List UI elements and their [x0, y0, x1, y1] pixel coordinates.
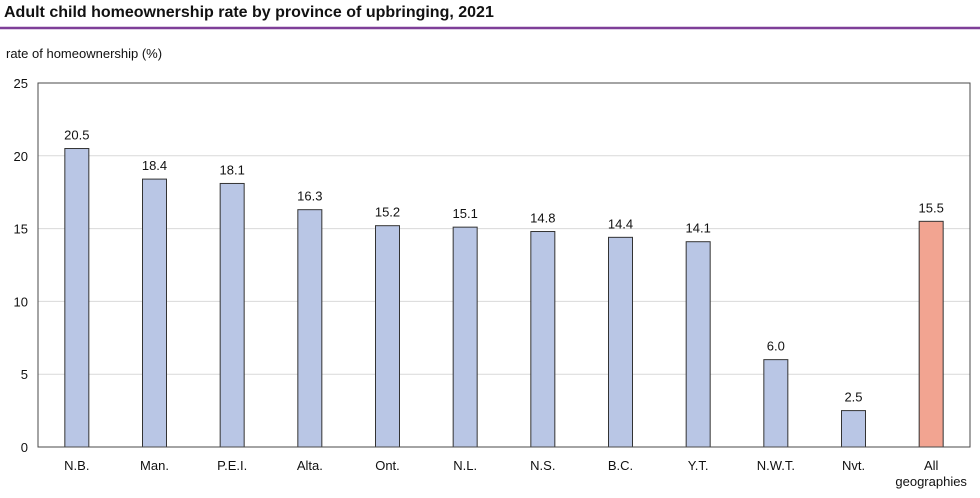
value-label: 6.0 [767, 339, 785, 354]
x-tick-label: Nvt. [842, 458, 865, 473]
y-tick-label: 15 [14, 222, 28, 237]
plot-frame [37, 82, 971, 448]
y-tick-label: 25 [14, 76, 28, 91]
x-tick-label: All geographies [895, 458, 967, 489]
bars [64, 148, 944, 448]
x-tick-label: N.S. [530, 458, 555, 473]
y-tick-label: 5 [21, 367, 28, 382]
x-tick-label-line: All [924, 458, 939, 473]
value-label: 14.4 [608, 216, 633, 231]
gridlines [38, 155, 970, 375]
value-label: 15.5 [919, 200, 944, 215]
bar [297, 209, 323, 448]
chart-title: Adult child homeownership rate by provin… [4, 4, 494, 21]
value-label: 16.3 [297, 189, 322, 204]
value-label: 15.1 [453, 206, 478, 221]
x-tick-label: Ont. [375, 458, 400, 473]
bar [452, 226, 478, 448]
x-tick-label: B.C. [608, 458, 633, 473]
bar [841, 410, 866, 448]
bar [918, 220, 944, 448]
x-tick-label: Man. [140, 458, 169, 473]
bar [685, 241, 711, 448]
bar [530, 231, 556, 448]
x-tick-label: N.L. [453, 458, 477, 473]
value-label: 18.1 [220, 162, 245, 177]
value-label: 14.1 [686, 221, 711, 236]
y-tick-label: 10 [14, 294, 28, 309]
bar [608, 236, 633, 448]
x-tick-label: N.W.T. [757, 458, 795, 473]
y-tick-labels: 0 5 10 15 20 25 [14, 76, 28, 455]
value-label: 15.2 [375, 205, 400, 220]
value-label: 2.5 [844, 390, 862, 405]
y-tick-label: 20 [14, 149, 28, 164]
y-axis-label: rate of homeownership (%) [6, 46, 162, 61]
value-labels: 20.5 18.4 18.1 16.3 15.2 15.1 14.8 14.4 14.1 6.0 2… [64, 128, 944, 405]
bar [219, 182, 245, 448]
bar [375, 225, 400, 448]
bar [763, 359, 789, 448]
x-tick-label: N.B. [64, 458, 89, 473]
bar [142, 178, 167, 448]
value-label: 18.4 [142, 158, 167, 173]
x-tick-label: Alta. [297, 458, 323, 473]
x-tick-labels: N.B. Man. P.E.I. Alta. Ont. N.L. N.S. B.C. Y.T. N… [64, 458, 967, 489]
x-tick-label: P.E.I. [217, 458, 247, 473]
bar [64, 148, 90, 448]
y-tick-label: 0 [21, 440, 28, 455]
value-label: 20.5 [64, 128, 89, 143]
x-tick-label: Y.T. [688, 458, 709, 473]
x-tick-label-line: geographies [895, 474, 967, 489]
value-label: 14.8 [530, 211, 555, 226]
